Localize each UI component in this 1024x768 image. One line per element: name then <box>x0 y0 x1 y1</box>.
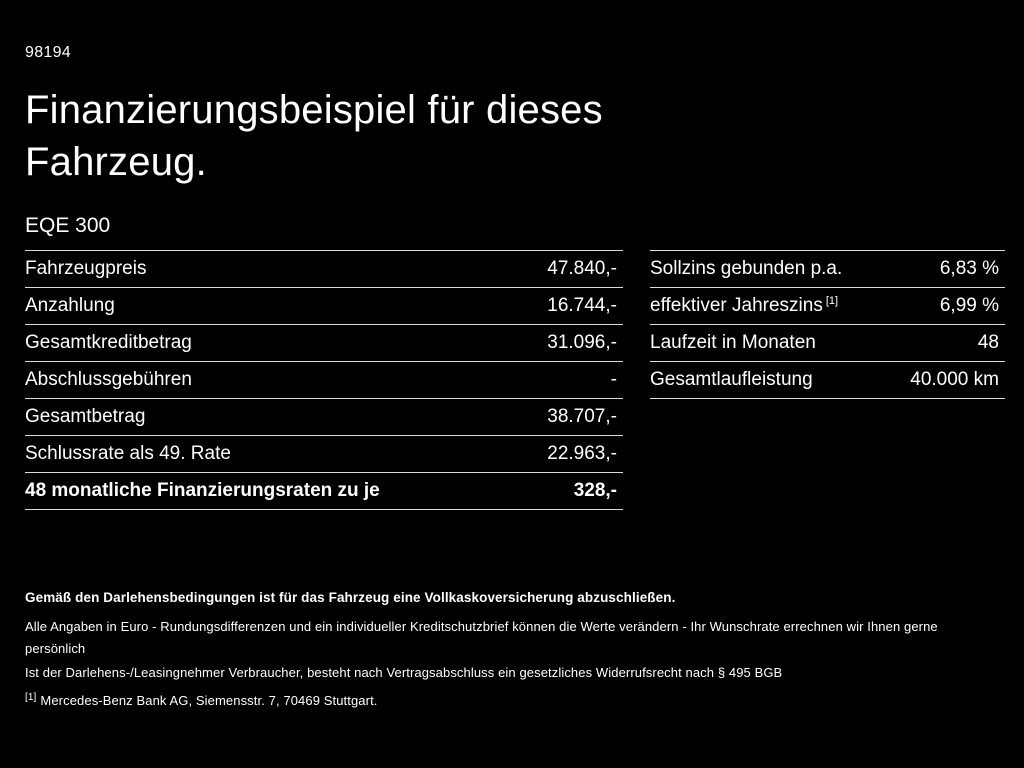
footer-notes: Gemäß den Darlehensbedingungen ist für d… <box>25 590 984 714</box>
row-label: Gesamtkreditbetrag <box>25 332 192 353</box>
row-label-text: effektiver Jahreszins <box>650 295 823 316</box>
row-value: 328,- <box>573 480 617 501</box>
row-label: Gesamtlaufleistung <box>650 369 813 390</box>
financing-conditions-table: Sollzins gebunden p.a. 6,83 % effektiver… <box>650 250 1005 399</box>
table-row-vehicle-price: Fahrzeugpreis 47.840,- <box>25 250 623 287</box>
financing-cost-table: Fahrzeugpreis 47.840,- Anzahlung 16.744,… <box>25 250 623 510</box>
page-title-line-2: Fahrzeug. <box>25 140 207 184</box>
row-value: 38.707,- <box>547 406 617 427</box>
footnote-ref-icon: [1] <box>825 294 839 307</box>
row-value: 22.963,- <box>547 443 617 464</box>
row-value: 40.000 km <box>910 369 999 390</box>
row-label: Abschlussgebühren <box>25 369 192 390</box>
page-title-line-1: Finanzierungsbeispiel für dieses <box>25 88 603 132</box>
table-row-borrowing-rate: Sollzins gebunden p.a. 6,83 % <box>650 250 1005 287</box>
row-label: Anzahlung <box>25 295 115 316</box>
table-row-total-amount: Gesamtbetrag 38.707,- <box>25 398 623 435</box>
footnote-text: Mercedes-Benz Bank AG, Siemensstr. 7, 70… <box>40 693 378 708</box>
table-row-term-months: Laufzeit in Monaten 48 <box>650 324 1005 361</box>
row-label: Sollzins gebunden p.a. <box>650 258 843 279</box>
row-label: Schlussrate als 49. Rate <box>25 443 231 464</box>
row-value: 6,99 % <box>939 295 999 316</box>
vehicle-model: EQE 300 <box>25 214 111 237</box>
table-row-closing-fees: Abschlussgebühren - <box>25 361 623 398</box>
document-id: 98194 <box>25 44 71 61</box>
row-value: 31.096,- <box>547 332 617 353</box>
row-label: Fahrzeugpreis <box>25 258 147 279</box>
insurance-requirement-note: Gemäß den Darlehensbedingungen ist für d… <box>25 590 676 605</box>
table-row-monthly-rate: 48 monatliche Finanzierungsraten zu je 3… <box>25 472 623 509</box>
disclaimer-line-2: Ist der Darlehens-/Leasingnehmer Verbrau… <box>25 665 783 680</box>
financing-tables: Fahrzeugpreis 47.840,- Anzahlung 16.744,… <box>25 250 1005 510</box>
bank-footnote: [1] Mercedes-Benz Bank AG, Siemensstr. 7,… <box>25 690 984 712</box>
row-value: - <box>610 369 617 390</box>
footnote-marker: [1] <box>25 691 37 703</box>
row-label: Gesamtbetrag <box>25 406 146 427</box>
table-row-total-mileage: Gesamtlaufleistung 40.000 km <box>650 361 1005 398</box>
table-row-effective-rate: effektiver Jahreszins [1] 6,99 % <box>650 287 1005 324</box>
row-value: 47.840,- <box>547 258 617 279</box>
row-value: 16.744,- <box>547 295 617 316</box>
table-row-total-credit: Gesamtkreditbetrag 31.096,- <box>25 324 623 361</box>
row-label: Laufzeit in Monaten <box>650 332 816 353</box>
row-value: 48 <box>977 332 999 353</box>
table-row-final-installment: Schlussrate als 49. Rate 22.963,- <box>25 435 623 472</box>
row-label: effektiver Jahreszins [1] <box>650 295 838 317</box>
page-title: Finanzierungsbeispiel für dieses Fahrzeug… <box>25 84 1005 188</box>
row-value: 6,83 % <box>939 258 999 279</box>
table-row-down-payment: Anzahlung 16.744,- <box>25 287 623 324</box>
row-label: 48 monatliche Finanzierungsraten zu je <box>25 480 380 501</box>
disclaimer-line-1: Alle Angaben in Euro - Rundungsdifferenz… <box>25 619 938 656</box>
